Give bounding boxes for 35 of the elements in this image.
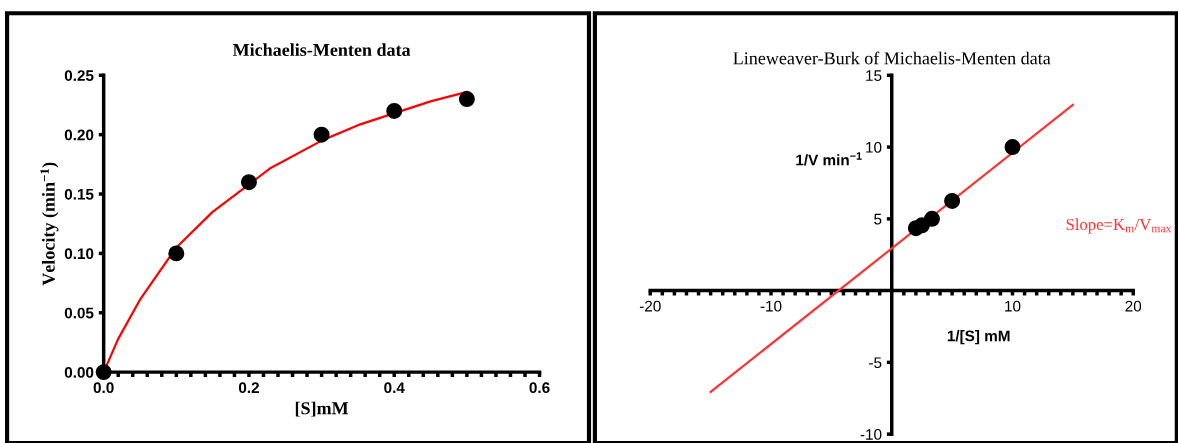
annotation: Slope=K$_{m}$/V$_{max}$ (1066, 218, 1172, 234)
y-tick-label: 0.05 (64, 307, 94, 319)
x-tick-label: -20 (639, 300, 661, 312)
x-tick-label: 0.4 (384, 382, 405, 394)
point (240, 174, 257, 191)
x-axis-title: [S]mM (295, 401, 349, 417)
y-axis-title: 1/V min$^{−1}$ (796, 152, 862, 166)
point (923, 210, 940, 227)
y-tick-label: 0.25 (64, 70, 94, 81)
point (95, 364, 112, 381)
y-tick-label: 0.15 (64, 188, 94, 200)
x-tick-label: 10 (1005, 300, 1021, 312)
y-tick-label: 0.00 (64, 366, 94, 378)
chart-title: Lineweaver-Burk of Michaelis-Menten data (733, 51, 1051, 65)
x-tick-label: 0.6 (529, 382, 550, 394)
y-tick-label: 0.10 (64, 248, 94, 260)
point (168, 245, 185, 262)
x-axis-title: 1/[S] mM (947, 330, 1010, 345)
x-tick-label: 20 (1125, 300, 1142, 312)
y-tick-label: -5 (869, 357, 882, 369)
y-tick-label: -10 (860, 429, 882, 440)
y-tick-label: 5 (874, 213, 882, 225)
x-tick-label: -10 (760, 300, 782, 312)
point (386, 102, 403, 119)
point (944, 192, 961, 209)
point (1004, 139, 1021, 156)
chart-title: Michaelis-Menten data (232, 43, 411, 57)
y-tick-label: 0.20 (64, 129, 94, 141)
y-axis-title: Velocity (min$^{−1}$) (40, 162, 59, 286)
point (313, 126, 330, 143)
y-tick-label: 10 (866, 141, 882, 153)
x-tick-label: 0.0 (93, 382, 114, 394)
x-tick-label: 0.2 (238, 382, 259, 394)
y-tick-label: 15 (866, 70, 882, 81)
point (458, 91, 475, 108)
